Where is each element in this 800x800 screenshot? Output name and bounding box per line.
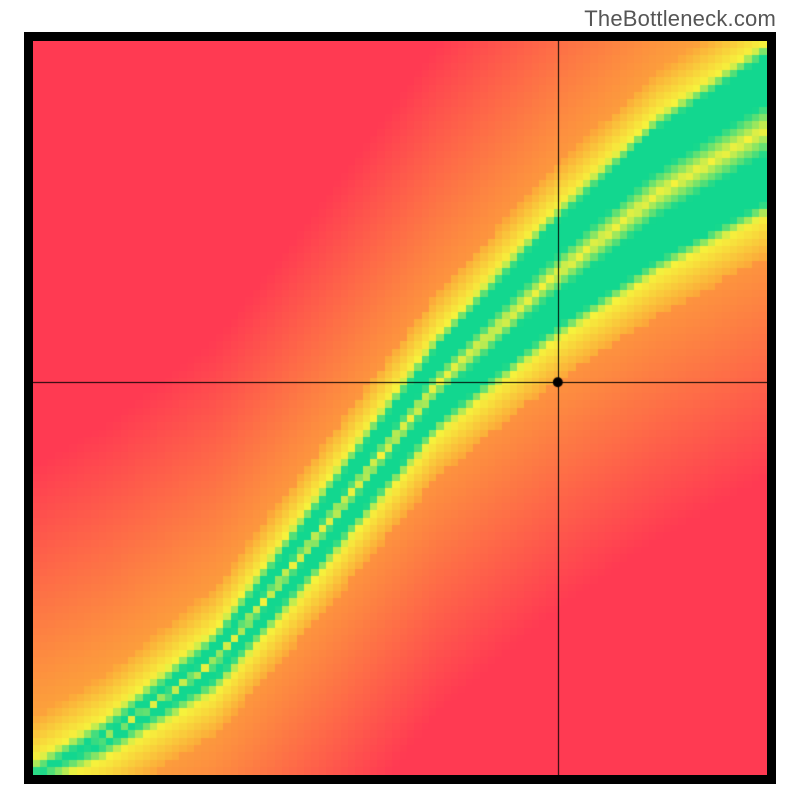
overlay-canvas [33,41,767,775]
plot-area [33,41,767,775]
watermark-text: TheBottleneck.com [584,6,776,32]
plot-frame [24,32,776,784]
